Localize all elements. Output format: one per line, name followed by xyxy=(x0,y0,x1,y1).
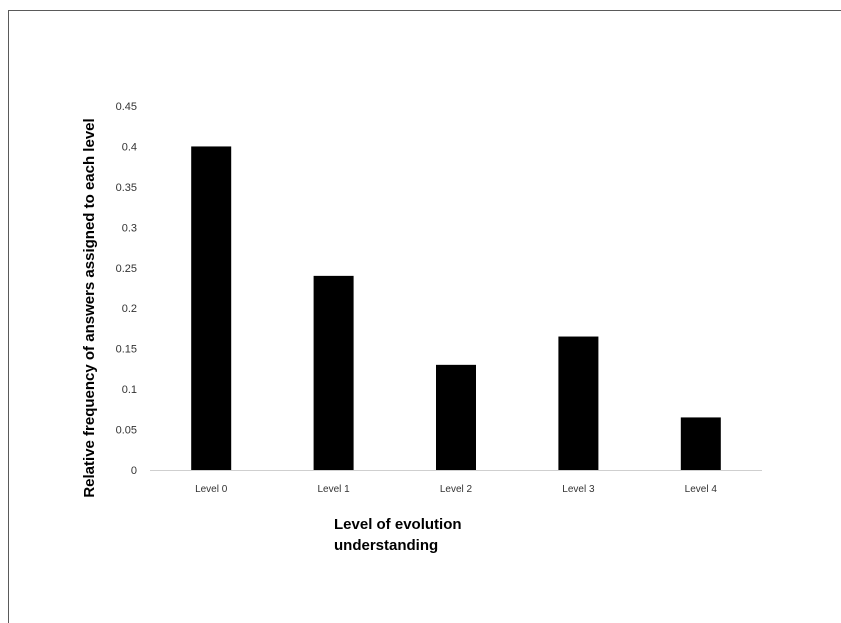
bar xyxy=(436,364,476,470)
y-tick-label: 0.1 xyxy=(122,384,137,396)
bars xyxy=(191,146,721,470)
y-axis-title: Relative frequency of answers assigned t… xyxy=(81,118,98,497)
x-tick-label: Level 1 xyxy=(317,484,350,495)
frame-top-border xyxy=(8,10,841,11)
y-tick-label: 0.05 xyxy=(116,425,137,437)
x-tick-label: Level 2 xyxy=(440,484,473,495)
y-tick-label: 0.3 xyxy=(122,222,137,234)
y-tick-label: 0.25 xyxy=(116,263,137,275)
bar xyxy=(313,275,354,470)
x-axis-tick-labels: Level 0 Level 1 Level 2 Level 3 Level 4 xyxy=(195,484,717,495)
bar xyxy=(680,417,721,470)
y-tick-label: 0.45 xyxy=(116,101,137,113)
y-axis-ticks: 0 0.05 0.1 0.15 0.2 0.25 0.3 0.35 0.4 0.45 xyxy=(116,101,137,477)
x-tick-label: Level 0 xyxy=(195,484,228,495)
x-tick-label: Level 3 xyxy=(562,484,595,495)
bar xyxy=(191,146,232,470)
y-tick-label: 0.15 xyxy=(116,344,137,356)
x-axis-title-line-1: Level of evolution xyxy=(334,516,462,533)
bar xyxy=(558,336,599,470)
x-axis-title-line-2: understanding xyxy=(334,537,438,554)
y-tick-label: 0.35 xyxy=(116,182,137,194)
y-tick-label: 0.2 xyxy=(122,303,137,315)
x-tick-label: Level 4 xyxy=(685,484,718,495)
y-tick-label: 0 xyxy=(131,465,137,477)
y-tick-label: 0.4 xyxy=(122,141,137,153)
frame-left-border xyxy=(8,10,9,623)
